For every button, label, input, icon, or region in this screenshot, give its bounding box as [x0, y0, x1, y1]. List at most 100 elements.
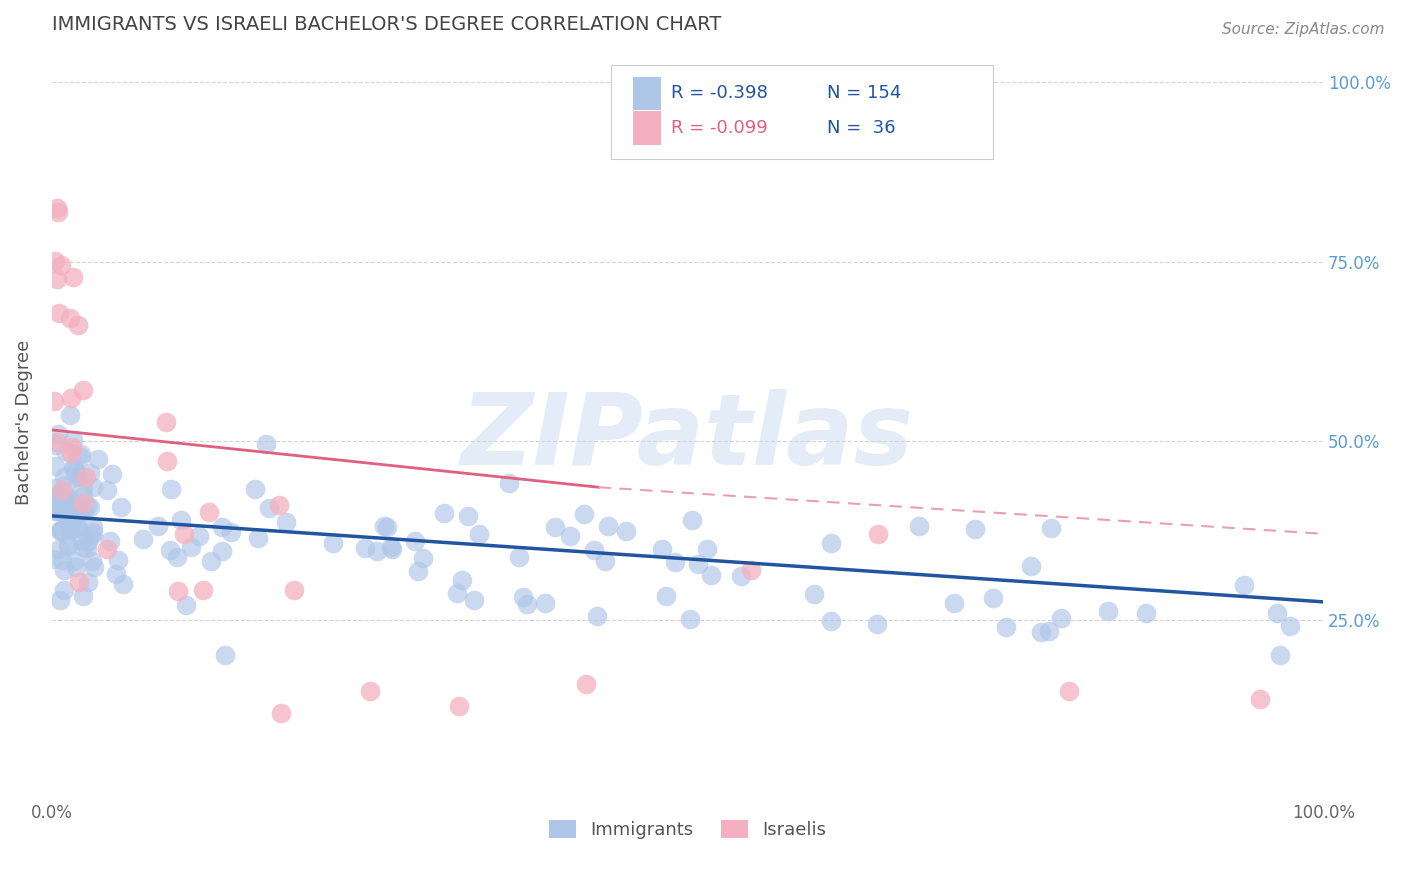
Point	[159, 543, 181, 558]
Point	[65, 465, 87, 479]
Point	[72, 489, 94, 503]
Point	[58, 499, 80, 513]
Point	[575, 677, 598, 691]
Point	[48, 306, 70, 320]
Point	[180, 540, 202, 554]
Point	[375, 520, 398, 534]
Point	[166, 584, 188, 599]
Text: R = -0.099: R = -0.099	[671, 119, 768, 136]
Point	[67, 506, 90, 520]
Point	[359, 684, 381, 698]
Point	[585, 608, 607, 623]
Point	[56, 537, 79, 551]
Point	[53, 477, 76, 491]
Point	[457, 509, 479, 524]
Point	[59, 523, 82, 537]
Point	[59, 310, 82, 325]
Point	[681, 513, 703, 527]
Point	[1019, 558, 1042, 573]
Point	[188, 529, 211, 543]
Point	[49, 524, 72, 539]
Point	[63, 521, 86, 535]
Point	[46, 503, 69, 517]
Point	[1050, 611, 1073, 625]
Point	[283, 583, 305, 598]
Point	[254, 436, 277, 450]
Point	[664, 555, 686, 569]
Point	[994, 620, 1017, 634]
Point	[572, 507, 595, 521]
Point	[1040, 521, 1063, 535]
Point	[75, 470, 97, 484]
Point	[651, 542, 673, 557]
Point	[699, 567, 721, 582]
Point	[156, 454, 179, 468]
Point	[200, 554, 222, 568]
Point	[100, 534, 122, 549]
Point	[70, 470, 93, 484]
Point	[86, 452, 108, 467]
Point	[1249, 691, 1271, 706]
Point	[412, 551, 434, 566]
Point	[104, 567, 127, 582]
Point	[110, 500, 132, 515]
Point	[219, 525, 242, 540]
Point	[82, 524, 104, 539]
Point	[101, 467, 124, 481]
Point	[616, 524, 638, 539]
Point	[42, 491, 65, 505]
Point	[516, 597, 538, 611]
Point	[58, 491, 80, 506]
Point	[1029, 625, 1052, 640]
Point	[69, 498, 91, 512]
Bar	[633, 112, 661, 145]
Point	[52, 470, 75, 484]
Point	[696, 542, 718, 557]
Point	[508, 550, 530, 565]
Point	[63, 461, 86, 475]
Point	[257, 500, 280, 515]
Point	[58, 493, 80, 508]
Point	[214, 648, 236, 662]
Point	[59, 408, 82, 422]
Point	[146, 519, 169, 533]
Point	[42, 551, 65, 566]
Point	[868, 526, 890, 541]
Point	[45, 489, 67, 503]
Point	[59, 446, 82, 460]
Point	[45, 201, 67, 215]
Point	[52, 484, 75, 499]
Point	[446, 586, 468, 600]
Point	[451, 573, 474, 587]
Point	[354, 541, 377, 555]
Point	[66, 318, 89, 332]
Point	[942, 596, 965, 610]
Point	[44, 438, 66, 452]
Point	[322, 535, 344, 549]
Point	[107, 552, 129, 566]
Point	[45, 434, 67, 449]
Point	[965, 521, 987, 535]
Point	[544, 520, 567, 534]
Point	[70, 448, 93, 462]
Point	[160, 482, 183, 496]
Point	[1233, 578, 1256, 592]
Point	[46, 272, 69, 286]
Text: IMMIGRANTS VS ISRAELI BACHELOR'S DEGREE CORRELATION CHART: IMMIGRANTS VS ISRAELI BACHELOR'S DEGREE …	[52, 15, 721, 34]
Point	[49, 523, 72, 537]
Text: N = 154: N = 154	[827, 84, 901, 103]
Point	[176, 598, 198, 612]
Point	[56, 539, 79, 553]
Bar	[633, 77, 661, 111]
Point	[686, 558, 709, 572]
Point	[44, 253, 66, 268]
Point	[1268, 648, 1291, 662]
Point	[52, 490, 75, 504]
Point	[55, 495, 77, 509]
Point	[596, 519, 619, 533]
Point	[1265, 606, 1288, 620]
Point	[72, 496, 94, 510]
Point	[381, 541, 404, 556]
Point	[44, 481, 66, 495]
Point	[53, 444, 76, 458]
